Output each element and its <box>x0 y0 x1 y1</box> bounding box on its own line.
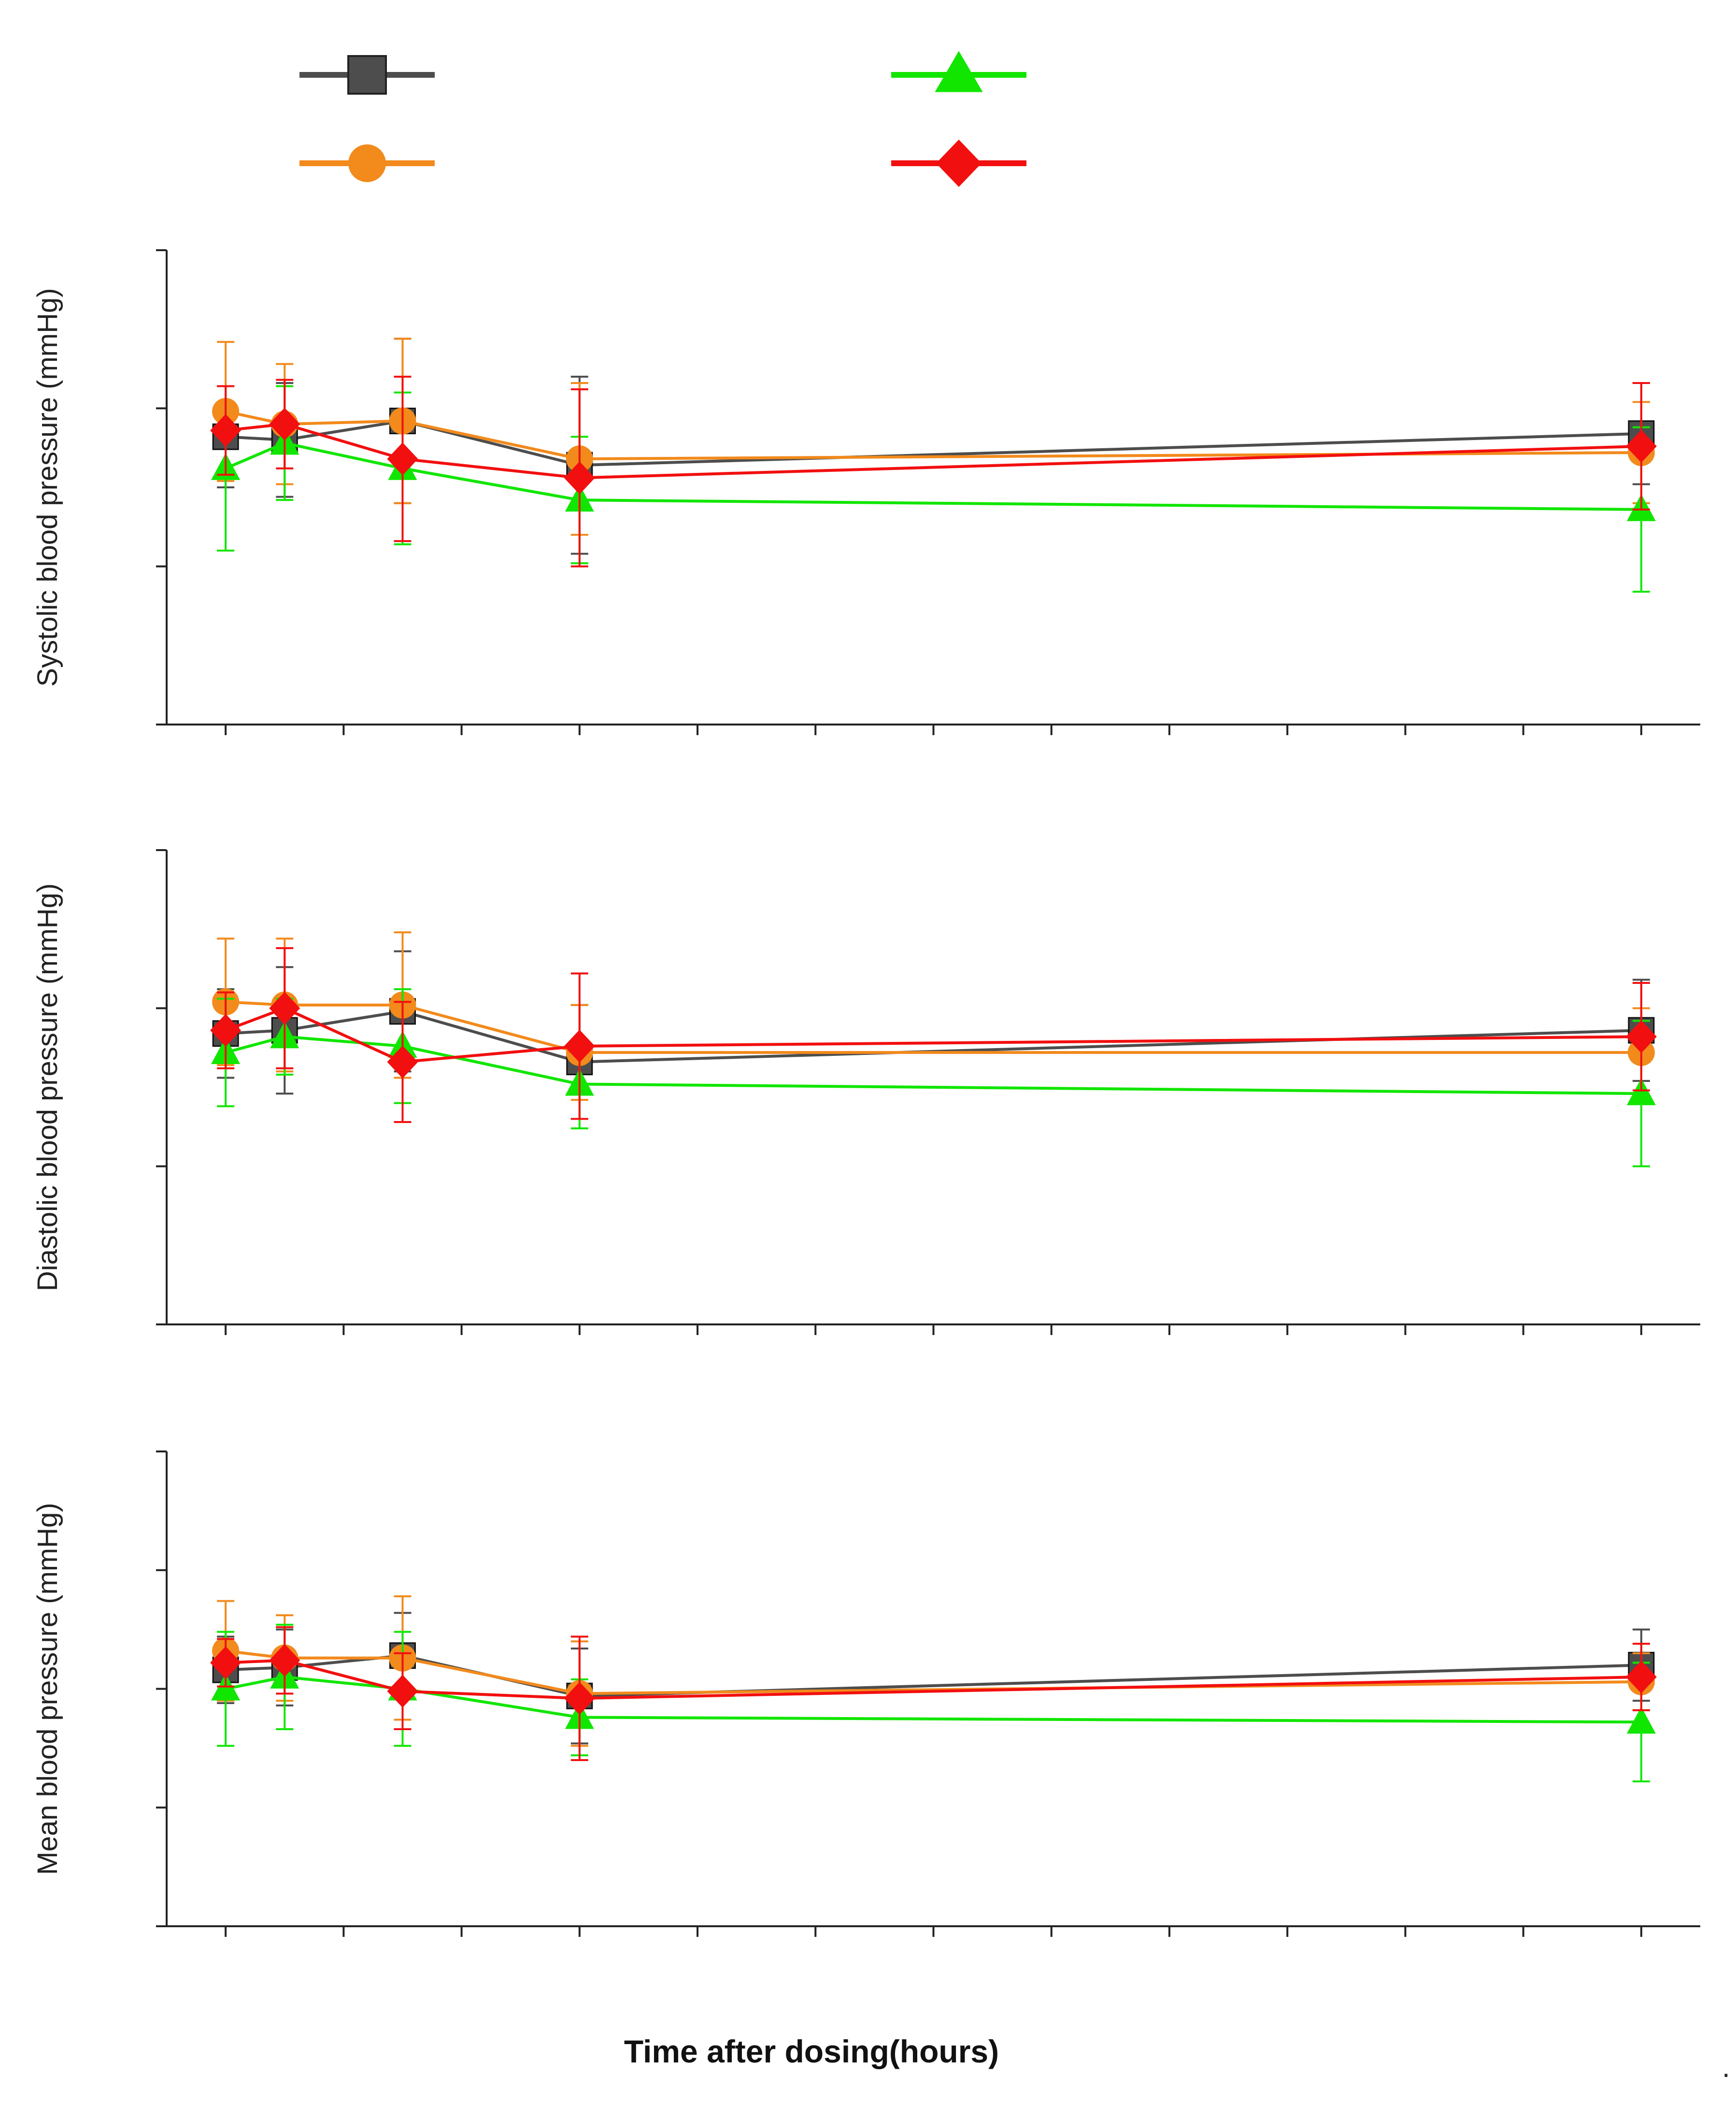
data-point-high <box>387 1045 418 1079</box>
legend-marker-low <box>935 51 983 92</box>
diastolic-chart-panel: Diastolic blood pressure (mmHg) <box>32 849 1700 1335</box>
data-point-high <box>210 414 242 447</box>
data-point-high <box>564 1029 595 1063</box>
diastolic-y-axis-label: Diastolic blood pressure (mmHg) <box>32 883 63 1291</box>
x-axis-label: Time after dosing(hours) <box>624 2033 999 2069</box>
systolic-y-axis-label: Systolic blood pressure (mmHg) <box>32 288 63 686</box>
data-point-high <box>387 1675 418 1708</box>
series-low <box>211 1623 1656 1783</box>
series-blank <box>212 338 1655 555</box>
series-adjuvant <box>212 931 1655 1101</box>
data-point-low <box>1626 1706 1656 1734</box>
legend-marker-adjuvant <box>348 144 386 182</box>
series-low <box>211 988 1656 1167</box>
series-line-low <box>225 1035 1641 1095</box>
data-point-high <box>1625 429 1657 463</box>
data-point-high <box>269 992 300 1025</box>
data-point-high <box>1625 1660 1657 1693</box>
legend-item-adjuvant <box>299 144 435 182</box>
systolic-chart-panel: Systolic blood pressure (mmHg) <box>32 249 1700 735</box>
legend <box>299 51 1026 187</box>
series-adjuvant <box>212 338 1655 536</box>
series-blank <box>212 950 1655 1120</box>
data-point-high <box>564 461 595 495</box>
data-point-high <box>269 1644 300 1677</box>
legend-marker-high <box>936 140 982 187</box>
legend-marker-blank <box>347 55 387 95</box>
trailing-period: . <box>1722 2051 1730 2083</box>
data-point-high <box>210 1014 242 1047</box>
series-line-high <box>225 423 1641 480</box>
data-point-high <box>564 1682 595 1715</box>
legend-item-blank <box>299 55 435 95</box>
data-point-low <box>1626 1078 1656 1106</box>
series-high <box>210 1626 1657 1761</box>
series-high <box>210 375 1657 568</box>
data-point-high <box>1625 1020 1657 1053</box>
series-high <box>210 947 1657 1123</box>
mean-chart-panel: Mean blood pressure (mmHg) <box>32 1450 1700 1937</box>
series-line-adjuvant <box>225 1000 1641 1054</box>
legend-item-low <box>891 51 1026 92</box>
series-low <box>211 385 1656 593</box>
mean-y-axis-label: Mean blood pressure (mmHg) <box>32 1503 63 1875</box>
data-point-high <box>269 408 300 441</box>
data-point-high <box>210 1646 242 1679</box>
legend-item-high <box>891 140 1026 187</box>
data-point-high <box>387 442 418 476</box>
series-blank <box>212 1612 1655 1745</box>
